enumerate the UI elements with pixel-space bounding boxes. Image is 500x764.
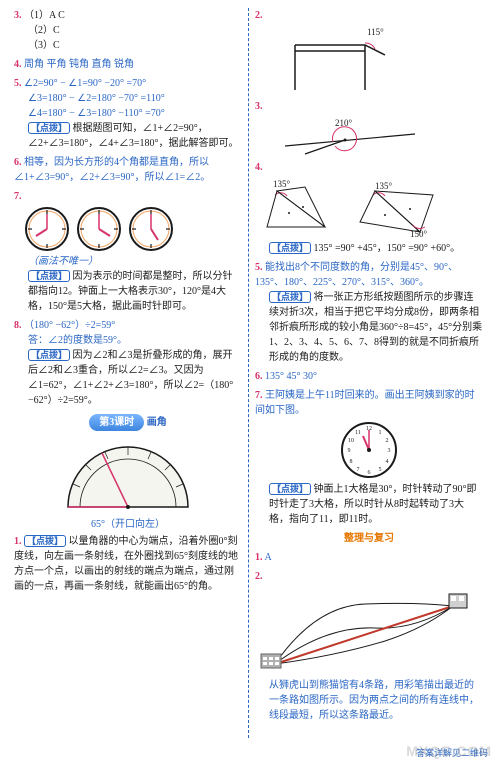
r-q2-num: 2. bbox=[255, 10, 263, 21]
clock-11: 123 69 12 45 78 1011 bbox=[339, 420, 399, 480]
table-angle-svg: 115° bbox=[275, 25, 405, 95]
svg-text:10: 10 bbox=[348, 438, 354, 444]
q3-num: 3. bbox=[14, 10, 22, 21]
r-q6-text: 135° 45° 30° bbox=[265, 371, 317, 382]
angle-115: 115° bbox=[367, 27, 384, 37]
svg-text:4: 4 bbox=[386, 459, 389, 465]
r1-num: 1. bbox=[255, 552, 263, 563]
svg-text:135°: 135° bbox=[375, 181, 393, 191]
watermark: MXQE.COM bbox=[406, 741, 492, 762]
protractor-diagram: 65°（开口向左） bbox=[14, 437, 242, 532]
q7-note: （画法不唯一） bbox=[14, 254, 242, 269]
r-q4-num: 4. bbox=[255, 162, 263, 173]
r2-db-text: 从狮虎山到熊猫馆有4条路，用彩笔描出最近的一条路如图所示。因为两点之间的所有连线… bbox=[255, 678, 483, 723]
svg-text:135°: 135° bbox=[273, 179, 291, 189]
r-q4-db-text: 135° =90° +45°，150° =90° +60°。 bbox=[314, 243, 461, 254]
clock-2 bbox=[76, 206, 122, 252]
r-q3-num: 3. bbox=[255, 101, 263, 112]
r2: 2. 从狮虎山 bbox=[255, 569, 483, 723]
q5-l2: ∠3=180° − ∠2=180° −70° =110° bbox=[14, 91, 242, 106]
svg-text:2: 2 bbox=[386, 438, 389, 444]
r-q6: 6. 135° 45° 30° bbox=[255, 369, 483, 384]
q5-l1: ∠2=90° − ∠1=90° −20° =70° bbox=[24, 78, 146, 89]
q6-num: 6. bbox=[14, 157, 22, 168]
q5-l3: ∠4=180° − ∠3=180° −110° =70° bbox=[14, 106, 242, 121]
r-q5-text: 能找出8个不同度数的角，分别是45°、90°、135°、180°、225°、27… bbox=[255, 262, 458, 288]
r-q7-db: 【点拨】 bbox=[269, 483, 311, 495]
r-q7: 7. 王阿姨是上午11时回来的。画出王阿姨到家的时间如下图。 123 69 12… bbox=[255, 388, 483, 527]
map-svg bbox=[255, 586, 475, 676]
angle-210-svg: 210° bbox=[275, 116, 425, 156]
q6: 6. 相等，因为长方形的4个角都是直角，所以∠1+∠3=90°，∠2+∠3=90… bbox=[14, 155, 242, 185]
r1-text: A bbox=[264, 552, 271, 563]
r-q5-num: 5. bbox=[255, 262, 263, 273]
q7: 7. bbox=[14, 189, 242, 314]
q1: 1. 【点拨】 以量角器的中心为端点，沿着外圈0°刻度线，向左画一条射线，在外圈… bbox=[14, 534, 242, 594]
q4: 4. 周角 平角 钝角 直角 锐角 bbox=[14, 57, 242, 72]
column-divider bbox=[248, 8, 249, 738]
lesson3-header: 第3课时 画角 bbox=[14, 412, 242, 433]
svg-text:9: 9 bbox=[348, 448, 351, 454]
svg-text:8: 8 bbox=[350, 459, 353, 465]
q8-ans: 答：∠2的度数是59°。 bbox=[14, 333, 242, 348]
clock-3 bbox=[128, 206, 174, 252]
r-q2: 2. 115° bbox=[255, 8, 483, 95]
q7-num: 7. bbox=[14, 191, 22, 202]
protractor-caption: 65°（开口向左） bbox=[14, 517, 242, 532]
q8: 8. （180° −62°）÷2=59° 答：∠2的度数是59°。 【点拨】 因… bbox=[14, 318, 242, 408]
svg-text:1: 1 bbox=[379, 430, 382, 436]
q1-num: 1. bbox=[14, 536, 22, 547]
q7-db: 【点拨】 bbox=[28, 270, 70, 282]
q5-num: 5. bbox=[14, 78, 22, 89]
r-q4-db: 【点拨】 bbox=[269, 242, 311, 254]
r1: 1. A bbox=[255, 550, 483, 565]
clock-1 bbox=[24, 206, 70, 252]
protractor-svg bbox=[58, 437, 198, 517]
review-title: 整理与复习 bbox=[344, 533, 394, 544]
r-q6-num: 6. bbox=[255, 371, 263, 382]
triangles-svg: 135° 135° 150° bbox=[265, 177, 465, 239]
lesson3-title: 画角 bbox=[147, 417, 167, 428]
clock-row bbox=[14, 206, 242, 252]
q5-db: 【点拨】 bbox=[28, 122, 70, 134]
svg-text:11: 11 bbox=[355, 430, 361, 436]
q5: 5. ∠2=90° − ∠1=90° −20° =70° ∠3=180° − ∠… bbox=[14, 76, 242, 151]
svg-text:6: 6 bbox=[368, 470, 371, 476]
q8-num: 8. bbox=[14, 320, 22, 331]
svg-text:7: 7 bbox=[357, 467, 360, 473]
q3-c: （3）C bbox=[14, 38, 242, 53]
svg-text:3: 3 bbox=[388, 448, 391, 454]
r2-num: 2. bbox=[255, 571, 263, 582]
q1-db: 【点拨】 bbox=[24, 535, 66, 547]
q6-text: 相等，因为长方形的4个角都是直角，所以∠1+∠3=90°，∠2+∠3=90°，所… bbox=[14, 157, 210, 183]
lesson3-badge: 第3课时 bbox=[89, 414, 144, 431]
q8-l1: （180° −62°）÷2=59° bbox=[24, 320, 115, 331]
q4-text: 周角 平角 钝角 直角 锐角 bbox=[24, 59, 134, 70]
q3-b: （2）C bbox=[14, 23, 242, 38]
r-q7-text: 王阿姨是上午11时回来的。画出王阿姨到家的时间如下图。 bbox=[255, 390, 475, 416]
r-q5: 5. 能找出8个不同度数的角，分别是45°、90°、135°、180°、225°… bbox=[255, 260, 483, 365]
svg-text:150°: 150° bbox=[410, 229, 428, 239]
r-q7-num: 7. bbox=[255, 390, 263, 401]
r-q3: 3. 210° bbox=[255, 99, 483, 156]
q4-num: 4. bbox=[14, 59, 22, 70]
svg-text:5: 5 bbox=[379, 467, 382, 473]
review-header: 整理与复习 bbox=[255, 531, 483, 546]
r-q4: 4. 135° 135° 150° 【点拨】 bbox=[255, 160, 483, 256]
q3-a: （1）A C bbox=[24, 10, 65, 21]
q3: 3. （1）A C （2）C （3）C bbox=[14, 8, 242, 53]
q8-db: 【点拨】 bbox=[28, 349, 70, 361]
r-q5-db: 【点拨】 bbox=[269, 291, 311, 303]
